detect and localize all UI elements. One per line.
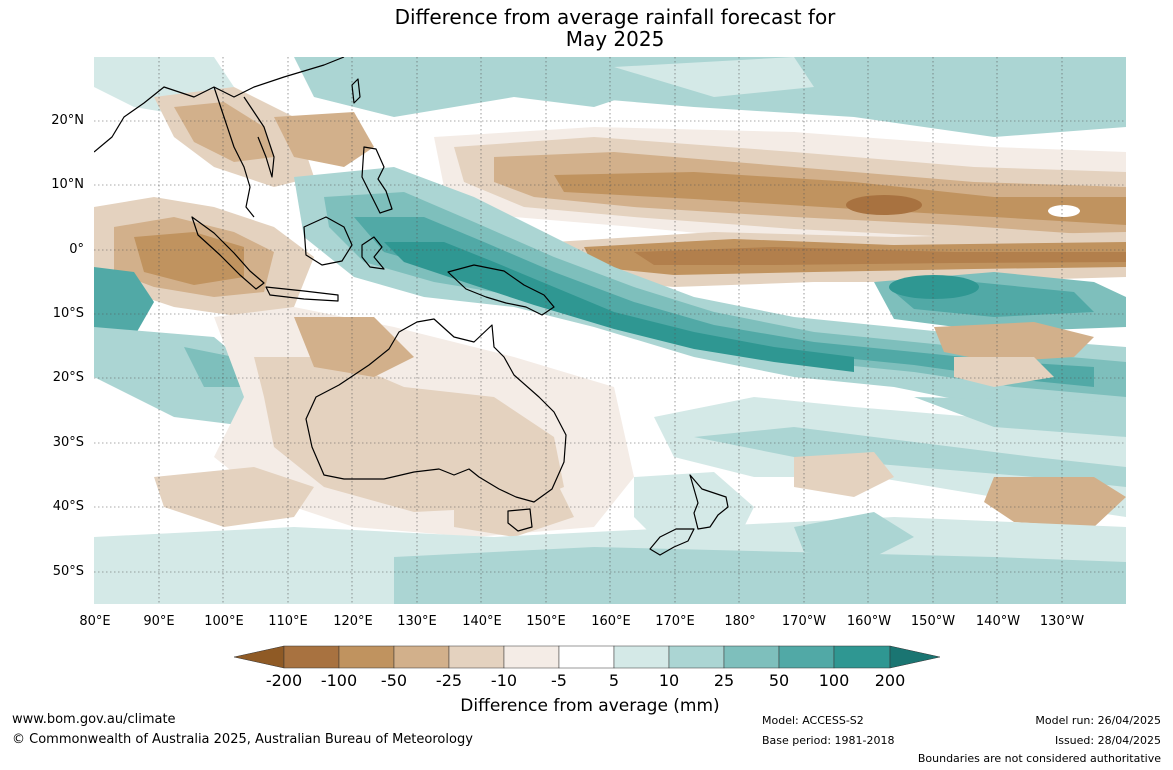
- colorbar-swatch: [393, 645, 450, 669]
- java-coastline: [265, 286, 339, 302]
- taiwan-coastline: [351, 78, 361, 104]
- colorbar-swatch: [613, 645, 670, 669]
- website-link[interactable]: www.bom.gov.au/climate: [12, 712, 176, 727]
- asia-coastline: [94, 57, 345, 218]
- lon-label-160w: 160°W: [846, 614, 892, 629]
- model-label: Model: ACCESS-S2: [762, 714, 864, 727]
- borneo-coastline: [303, 216, 353, 266]
- legend-tick: -10: [490, 671, 518, 690]
- lon-label-130w: 130°W: [1039, 614, 1085, 629]
- colorbar-swatch: [723, 645, 780, 669]
- lon-label-170w: 170°W: [781, 614, 827, 629]
- copyright-text: © Commonwealth of Australia 2025, Austra…: [12, 732, 473, 747]
- colorbar-dry-extend: [234, 645, 285, 669]
- legend-tick: -50: [380, 671, 408, 690]
- colorbar-wet-extend: [889, 645, 940, 669]
- philippines-coastline: [361, 146, 393, 214]
- legend-tick: -5: [551, 671, 567, 690]
- model-run-label: Model run: 26/04/2025: [1035, 714, 1161, 727]
- lon-label-180: 180°: [724, 614, 756, 629]
- base-period-label: Base period: 1981-2018: [762, 734, 895, 747]
- anomaly-field: [94, 57, 1126, 604]
- lon-label-140w: 140°W: [975, 614, 1021, 629]
- lat-label-20n: 20°N: [51, 113, 84, 128]
- lon-label-150e: 150°E: [526, 614, 566, 629]
- sulawesi-coastline: [361, 236, 385, 270]
- lon-label-100e: 100°E: [204, 614, 244, 629]
- coastlines: [94, 57, 729, 556]
- new-zealand-north-coastline: [689, 474, 729, 530]
- lon-label-130e: 130°E: [397, 614, 437, 629]
- lon-label-120e: 120°E: [333, 614, 373, 629]
- colorbar-swatch: [448, 645, 505, 669]
- rainfall-anomaly-map: [94, 57, 1126, 604]
- legend-tick: 100: [818, 671, 850, 690]
- colorbar-swatch: [558, 645, 615, 669]
- lon-label-150w: 150°W: [910, 614, 956, 629]
- lat-label-20s: 20°S: [52, 370, 84, 385]
- legend-tick: 10: [658, 671, 680, 690]
- lon-label-140e: 140°E: [462, 614, 502, 629]
- lon-label-80e: 80°E: [79, 614, 111, 629]
- lon-label-110e: 110°E: [268, 614, 308, 629]
- sumatra-coastline: [191, 216, 265, 290]
- legend-tick: 5: [608, 671, 620, 690]
- tasmania-coastline: [507, 508, 533, 532]
- lat-label-50s: 50°S: [52, 564, 84, 579]
- legend-tick: -25: [435, 671, 463, 690]
- colorbar-swatch: [338, 645, 395, 669]
- legend-tick: 25: [713, 671, 735, 690]
- legend-tick: 50: [768, 671, 790, 690]
- lat-label-0: 0°: [69, 242, 84, 257]
- legend-tick: -100: [320, 671, 358, 690]
- legend-title: Difference from average (mm): [460, 696, 720, 716]
- map-title-line2: May 2025: [565, 27, 665, 51]
- lon-label-160e: 160°E: [591, 614, 631, 629]
- new-zealand-south-coastline: [649, 528, 695, 556]
- graticule: [94, 57, 1126, 604]
- map-title-line1: Difference from average rainfall forecas…: [394, 5, 836, 29]
- lon-label-90e: 90°E: [143, 614, 175, 629]
- lat-label-40s: 40°S: [52, 499, 84, 514]
- new-guinea-coastline: [447, 264, 555, 316]
- colorbar-swatch: [503, 645, 560, 669]
- issued-label: Issued: 28/04/2025: [1054, 734, 1161, 747]
- legend-colorbar: [234, 645, 940, 669]
- australia-coastline: [305, 318, 567, 503]
- lat-label-10s: 10°S: [52, 306, 84, 321]
- colorbar-swatch: [668, 645, 725, 669]
- colorbar-swatch: [833, 645, 891, 669]
- lon-label-170e: 170°E: [655, 614, 695, 629]
- colorbar-swatch: [778, 645, 835, 669]
- legend-tick: -200: [265, 671, 303, 690]
- boundaries-disclaimer: Boundaries are not considered authoritat…: [917, 752, 1161, 765]
- lat-label-30s: 30°S: [52, 435, 84, 450]
- colorbar-swatch: [283, 645, 340, 669]
- legend-tick: 200: [874, 671, 906, 690]
- lat-label-10n: 10°N: [51, 177, 84, 192]
